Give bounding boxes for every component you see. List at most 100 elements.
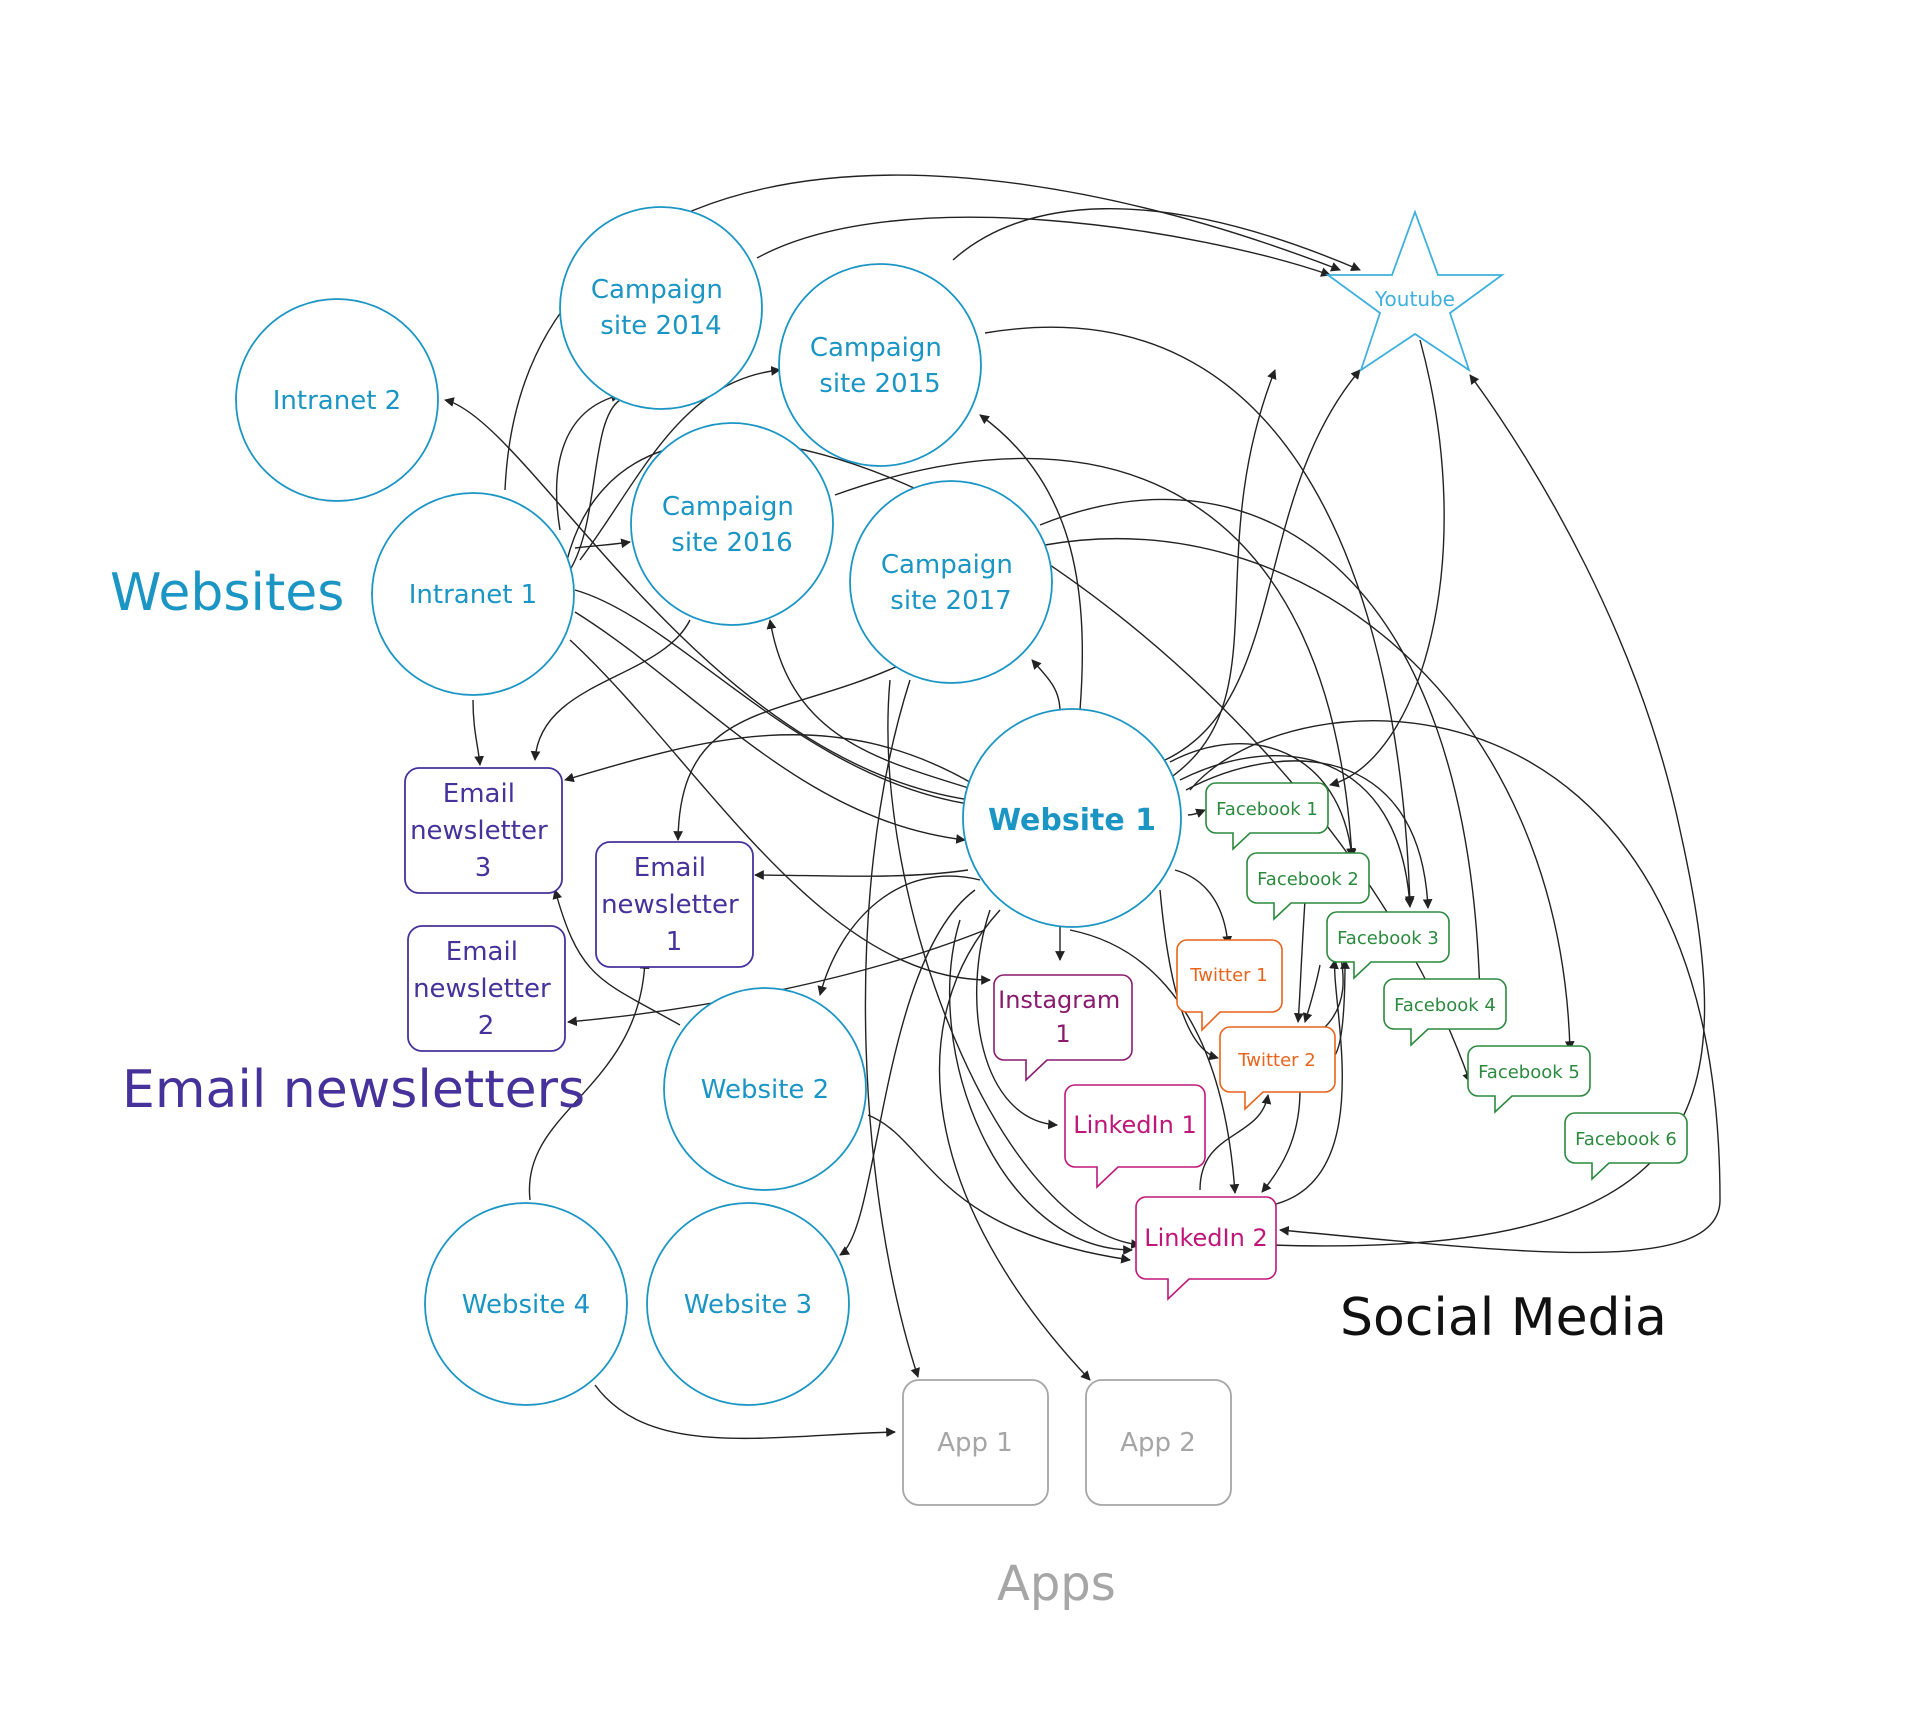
node-facebook-4[interactable]: Facebook 4: [1383, 978, 1507, 1047]
edge-intranet1-website1-b: [574, 589, 976, 809]
node-intranet-2[interactable]: Intranet 2: [235, 298, 439, 502]
node-app-2[interactable]: App 2: [1085, 1379, 1232, 1506]
twitter-nodes: Twitter 1 Twitter 2: [1176, 939, 1336, 1111]
node-campaign-site-2016[interactable]: Campaign site 2016: [630, 422, 834, 626]
edge-website1-facebook2: [1169, 743, 1356, 858]
node-facebook-2[interactable]: Facebook 2: [1246, 852, 1370, 921]
svg-text:Email newsletter: Email newsletter 1: [601, 853, 747, 957]
node-label: Intranet 2: [273, 386, 401, 416]
node-label: LinkedIn 2: [1144, 1224, 1267, 1252]
edge-website2-email3: [552, 889, 681, 1026]
edge-website1-website3: [839, 889, 976, 1256]
svg-text:Campaign site 2014: Campaign site 2014: [591, 275, 731, 341]
edge-website1-facebook1: [1187, 808, 1206, 818]
edge-website1-linkedin1: [976, 909, 1058, 1130]
node-email-newsletter-3[interactable]: Email newsletter 3: [404, 767, 563, 894]
edge-website1-campaign2017: [1031, 659, 1061, 713]
node-label: Website 4: [462, 1290, 590, 1320]
node-linkedin-2[interactable]: LinkedIn 2: [1135, 1196, 1277, 1301]
star-icon: [1325, 209, 1505, 373]
category-websites: Websites: [110, 563, 344, 623]
edge-campaign2017-app1: [864, 679, 920, 1378]
node-label: Twitter 1: [1189, 965, 1268, 986]
label-line: newsletter: [410, 816, 548, 846]
edge-twitter2-linkedin2: [1261, 1089, 1301, 1193]
edge-website4-app1: [594, 1384, 896, 1440]
edge-website4-email1: [528, 959, 650, 1201]
edge-website1-email3-a: [564, 734, 976, 786]
node-website-3[interactable]: Website 3: [646, 1202, 850, 1406]
edge-website1-youtube: [1164, 369, 1361, 761]
app-nodes: App 1 App 2: [902, 1379, 1232, 1506]
label-line: site 2017: [890, 586, 1011, 616]
facebook-nodes: Facebook 1 Facebook 2 Facebook 3 Faceboo…: [1205, 782, 1688, 1181]
node-twitter-2[interactable]: Twitter 2: [1219, 1026, 1336, 1111]
svg-text:Campaign site 2017: Campaign site 2017: [881, 550, 1021, 616]
edge-website1-website2: [817, 875, 981, 996]
edge-intranet1-email3: [472, 699, 484, 766]
label-line: Campaign: [881, 550, 1013, 580]
edge-website2-linkedin2: [867, 1114, 1131, 1264]
label-line: Campaign: [662, 492, 794, 522]
node-youtube[interactable]: Youtube: [1325, 209, 1505, 373]
node-label: LinkedIn 1: [1073, 1111, 1196, 1139]
node-facebook-6[interactable]: Facebook 6: [1564, 1112, 1688, 1181]
svg-text:Campaign site 2015: Campaign site 2015: [810, 333, 950, 399]
node-label: Facebook 1: [1216, 799, 1318, 820]
node-campaign-site-2017[interactable]: Campaign site 2017: [849, 480, 1053, 684]
edge-campaign2014-youtube: [756, 216, 1331, 277]
label-line: Instagram: [998, 986, 1120, 1014]
edge-facebook2-twitter2: [1293, 899, 1306, 1023]
edge-website1-intranet2: [444, 397, 971, 801]
label-line: Email: [443, 779, 515, 809]
website-nodes: Campaign site 2014 Campaign site 2015 Ca…: [235, 206, 1182, 1406]
edge-website1-facebook3: [1179, 755, 1415, 908]
svg-text:Instagram 1: Instagram 1: [998, 986, 1128, 1048]
node-label: Facebook 3: [1337, 928, 1439, 949]
edge-intranet1-youtube: [504, 174, 1341, 491]
connector-lines: [444, 174, 1721, 1440]
node-label: App 1: [937, 1428, 1013, 1458]
edge-campaign2015-youtube: [952, 208, 1361, 272]
edge-website1-app2: [938, 909, 1091, 1381]
edge-website1-twitter2: [1159, 889, 1219, 1061]
node-intranet-1[interactable]: Intranet 1: [371, 492, 575, 696]
node-campaign-site-2014[interactable]: Campaign site 2014: [559, 206, 763, 410]
node-label: Facebook 2: [1257, 869, 1359, 890]
label-line: newsletter: [413, 974, 551, 1004]
node-website-4[interactable]: Website 4: [424, 1202, 628, 1406]
edge-linkedin2-twitter2: [1199, 1094, 1272, 1191]
edge-website1-facebook6: [1189, 720, 1721, 1254]
node-website-2[interactable]: Website 2: [663, 987, 867, 1191]
edge-linkedin2-facebook3: [1271, 959, 1343, 1206]
edge-facebook3-twitter2: [1302, 964, 1321, 1023]
node-facebook-3[interactable]: Facebook 3: [1326, 911, 1450, 980]
node-campaign-site-2015[interactable]: Campaign site 2015: [778, 263, 982, 467]
edge-intranet1-campaign2014: [555, 392, 621, 531]
node-twitter-1[interactable]: Twitter 1: [1176, 939, 1283, 1032]
edge-campaign2017-facebook4: [1039, 498, 1485, 1001]
node-email-newsletter-2[interactable]: Email newsletter 2: [407, 925, 566, 1052]
node-website-1[interactable]: Website 1: [962, 708, 1182, 928]
edge-website1-youtube-b: [1169, 369, 1277, 779]
node-label: Website 1: [988, 803, 1156, 838]
label-line: site 2015: [819, 369, 940, 399]
node-app-1[interactable]: App 1: [902, 1379, 1049, 1506]
edge-intranet1-website1: [574, 611, 966, 844]
node-facebook-5[interactable]: Facebook 5: [1467, 1045, 1591, 1114]
edge-website1-linkedin2-b: [1069, 929, 1240, 1194]
linkedin-nodes: LinkedIn 1 LinkedIn 2: [1064, 1084, 1277, 1301]
edge-website1-twitter1: [1174, 869, 1233, 946]
node-facebook-1[interactable]: Facebook 1: [1205, 782, 1329, 851]
svg-text:Campaign site 2016: Campaign site 2016: [662, 492, 802, 558]
node-label: Youtube: [1374, 287, 1455, 311]
edge-intranet1-campaign2015: [569, 370, 780, 571]
node-email-newsletter-1[interactable]: Email newsletter 1: [595, 841, 754, 968]
label-line: site 2016: [671, 528, 792, 558]
node-instagram-1[interactable]: Instagram 1: [993, 974, 1133, 1082]
edge-youtube-facebook1: [1329, 339, 1445, 788]
node-label: Facebook 5: [1478, 1062, 1580, 1083]
node-linkedin-1[interactable]: LinkedIn 1: [1064, 1084, 1206, 1189]
label-line: Email: [446, 937, 518, 967]
